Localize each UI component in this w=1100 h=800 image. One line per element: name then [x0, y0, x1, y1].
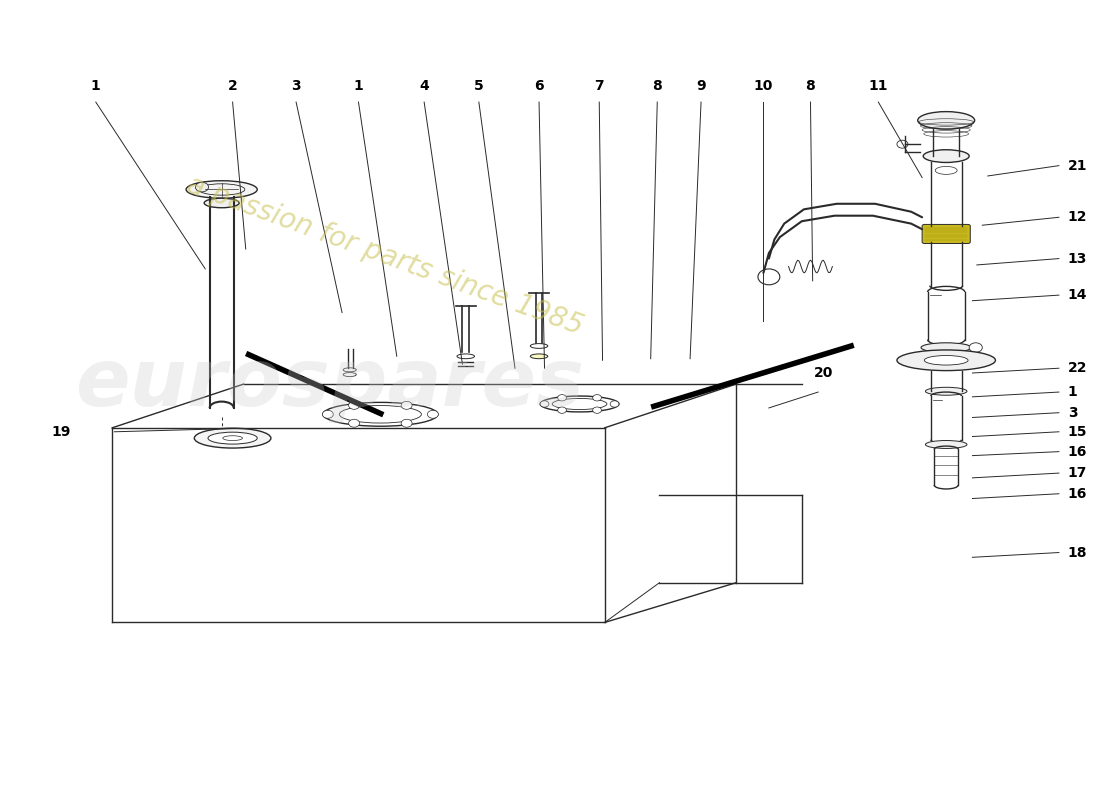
Text: 9: 9 — [696, 78, 706, 93]
Ellipse shape — [195, 428, 271, 448]
Ellipse shape — [530, 354, 548, 358]
Ellipse shape — [917, 112, 975, 129]
Circle shape — [349, 419, 360, 427]
Ellipse shape — [456, 354, 474, 358]
Circle shape — [540, 401, 549, 407]
Text: 11: 11 — [869, 78, 888, 93]
Text: 2: 2 — [228, 78, 238, 93]
Ellipse shape — [186, 181, 257, 198]
Ellipse shape — [924, 355, 968, 365]
Text: 3: 3 — [292, 78, 301, 93]
Ellipse shape — [343, 368, 356, 372]
Text: 3: 3 — [1068, 406, 1077, 420]
Text: 12: 12 — [1068, 210, 1087, 224]
Circle shape — [969, 343, 982, 352]
Ellipse shape — [208, 432, 257, 444]
Ellipse shape — [196, 182, 209, 192]
Text: 17: 17 — [1068, 466, 1087, 480]
Ellipse shape — [925, 441, 967, 449]
Circle shape — [896, 140, 907, 148]
Text: 8: 8 — [652, 78, 662, 93]
Circle shape — [593, 394, 602, 401]
Text: 16: 16 — [1068, 486, 1087, 501]
Text: 1: 1 — [91, 78, 101, 93]
Text: 4: 4 — [419, 78, 429, 93]
Ellipse shape — [925, 387, 967, 395]
Text: 1: 1 — [1068, 385, 1077, 399]
Circle shape — [558, 394, 566, 401]
Text: 21: 21 — [1068, 158, 1087, 173]
Circle shape — [610, 401, 619, 407]
Circle shape — [322, 410, 333, 418]
Ellipse shape — [896, 350, 996, 370]
Text: 5: 5 — [474, 78, 484, 93]
Ellipse shape — [530, 343, 548, 348]
Ellipse shape — [343, 373, 356, 377]
Ellipse shape — [205, 198, 239, 208]
Text: a passion for parts since 1985: a passion for parts since 1985 — [183, 171, 587, 341]
Circle shape — [402, 419, 412, 427]
Text: 6: 6 — [535, 78, 543, 93]
Text: eurospares: eurospares — [76, 345, 584, 423]
Text: 18: 18 — [1068, 546, 1087, 559]
FancyBboxPatch shape — [922, 225, 970, 243]
Text: 13: 13 — [1068, 251, 1087, 266]
Text: 7: 7 — [594, 78, 604, 93]
Text: 22: 22 — [1068, 362, 1087, 375]
Text: 19: 19 — [52, 425, 70, 438]
Circle shape — [758, 269, 780, 285]
Ellipse shape — [923, 150, 969, 162]
Circle shape — [402, 402, 412, 410]
Text: 8: 8 — [805, 78, 815, 93]
Text: 16: 16 — [1068, 445, 1087, 458]
Text: 14: 14 — [1068, 288, 1087, 302]
Text: 15: 15 — [1068, 425, 1087, 438]
Text: 10: 10 — [754, 78, 773, 93]
Circle shape — [558, 407, 566, 414]
Circle shape — [349, 402, 360, 410]
Text: 20: 20 — [814, 366, 834, 380]
Circle shape — [593, 407, 602, 414]
Circle shape — [428, 410, 439, 418]
Text: 1: 1 — [353, 78, 363, 93]
Ellipse shape — [921, 343, 971, 352]
